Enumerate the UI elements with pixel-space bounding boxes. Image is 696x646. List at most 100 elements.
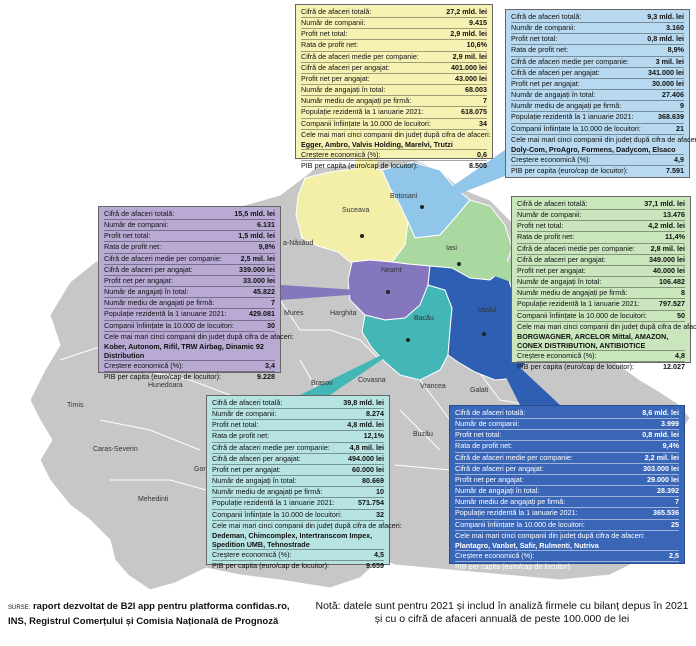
label: Număr mediu de angajați pe firmă:	[301, 96, 412, 106]
label-suceava: Suceava	[342, 207, 369, 214]
label: PIB per capita (euro/cap de locuitor):	[104, 372, 222, 382]
label: Cele mai mari cinci companii din județ d…	[511, 134, 696, 144]
value: 21	[676, 123, 684, 133]
value: 60.000 lei	[352, 464, 384, 474]
footnote: Notă: datele sunt pentru 2021 și includ …	[315, 600, 689, 625]
value: 8.274	[366, 409, 384, 419]
row-per-angajat: Cifră de afaceri per angajat: 341.000 lei	[511, 68, 684, 79]
row-angajati: Număr de angajați în total: 27.406	[511, 90, 684, 102]
row-cifra: Cifră de afaceri totală: 27,2 mld. lei	[301, 7, 487, 19]
value: 9,8%	[258, 242, 275, 252]
label: Cifră de afaceri per angajat:	[212, 453, 301, 463]
top5-companies: Kober, Autonom, Rifil, TRW Airbag, Dinam…	[104, 342, 275, 361]
value: 13.476	[663, 210, 685, 220]
row-companii-infiintate: Companii înființate la 10.000 de locuito…	[301, 119, 487, 130]
row-angajati: Număr de angajați în total: 106.482	[517, 277, 685, 289]
label: Profit net per angajat:	[212, 464, 281, 474]
label-galati: Galati	[470, 387, 489, 394]
row-angajati-medii: Număr mediu de angajați pe firmă: 7	[301, 96, 487, 108]
row-rata: Rata de profit net: 10,6%	[301, 40, 487, 52]
label: Cifră de afaceri totală:	[455, 408, 526, 417]
info-box-botosani: Cifră de afaceri totală: 9,3 mld. lei Num…	[505, 9, 696, 178]
label-brasov: Brasov	[311, 380, 333, 387]
row-angajati: Număr de angajați în total: 45.822	[104, 287, 275, 299]
label: Cifră de afaceri totală:	[511, 12, 582, 21]
label: Număr de companii:	[517, 210, 582, 220]
row-rata: Rata de profit net: 9,4%	[455, 441, 679, 453]
value: 339.000 lei	[239, 264, 275, 274]
value: 9,3 mld. lei	[647, 12, 684, 21]
label: Număr de angajați în total:	[455, 486, 540, 496]
row-crestere: Creștere economică (%): 0,6	[301, 150, 487, 162]
label: Companii înființate la 10.000 de locuito…	[212, 509, 342, 519]
value: 40.000 lei	[653, 265, 685, 275]
label-neamt: Neamt	[381, 267, 402, 274]
label: Cifră de afaceri totală:	[301, 7, 372, 16]
label: Populație rezidentă la 1 ianuarie 2021:	[301, 107, 424, 117]
value: 7.591	[666, 166, 684, 176]
value: 4,5	[374, 549, 384, 559]
row-per-angajat: Cifră de afaceri per angajat: 494.000 lei	[212, 454, 384, 465]
value: 28.392	[657, 486, 679, 496]
row-profit-angajat: Profit net per angajat: 30.000 lei	[511, 79, 684, 91]
row-companii: Număr de companii: 9.415	[301, 18, 487, 30]
value: 32	[376, 509, 384, 519]
label-vaslui: Vaslui	[478, 307, 497, 314]
row-medie: Cifră de afaceri medie per companie: 3 mi…	[511, 57, 684, 68]
value: 6.131	[257, 220, 275, 230]
label: Profit net total:	[511, 34, 558, 44]
label: Număr de angajați în total:	[511, 90, 596, 100]
value: 9.659	[366, 561, 384, 571]
label: Rata de profit net:	[104, 242, 162, 252]
value: 39,8 mld. lei	[343, 398, 384, 407]
row-rata: Rata de profit net: 12,1%	[212, 431, 384, 443]
row-populatie: Populație rezidentă la 1 ianuarie 2021: 7…	[517, 299, 685, 311]
label-caras: Caras-Severin	[93, 446, 138, 453]
value: 33.000 lei	[243, 275, 275, 285]
row-top5: Cele mai mari cinci companii din județ d…	[517, 322, 696, 332]
row-profit-angajat: Profit net per angajat: 29.000 lei	[455, 475, 679, 487]
row-angajati-medii: Număr mediu de angajați pe firmă: 7	[104, 298, 275, 310]
label: Cele mai mari cinci companii din județ d…	[104, 331, 294, 341]
label: Cifră de afaceri medie per companie:	[104, 253, 222, 263]
info-box-iasi: Cifră de afaceri totală: 37,1 mld. lei Nu…	[511, 196, 696, 371]
label-bacau: Bacău	[414, 315, 434, 322]
row-profit: Profit net total: 1,5 mld. lei	[104, 231, 275, 243]
value: 2,2 mil. lei	[644, 452, 679, 462]
value: 3.160	[666, 23, 684, 33]
value: 571.754	[358, 498, 384, 508]
label: Cifră de afaceri per angajat:	[517, 254, 606, 264]
label: Rata de profit net:	[301, 40, 359, 50]
row-angajati-medii: Număr mediu de angajați pe firmă: 8	[517, 288, 685, 300]
value: 341.000 lei	[648, 67, 684, 77]
value: 27,2 mld. lei	[446, 7, 487, 16]
label: Număr de companii:	[511, 23, 576, 33]
label: PIB per capita (euro/cap de locuitor):	[511, 166, 629, 176]
value: 365.536	[653, 508, 679, 518]
value: 9.228	[257, 372, 275, 382]
label: Populație rezidentă la 1 ianuarie 2021:	[517, 299, 640, 309]
label: PIB per capita (euro/cap de locuitor):	[455, 562, 573, 572]
value: 8.505	[469, 161, 487, 171]
row-top5: Cele mai mari cinci companii din județ d…	[511, 135, 696, 145]
row-pib: PIB per capita (euro/cap de locuitor): 8.…	[301, 161, 487, 171]
label: Cifră de afaceri totală:	[104, 209, 175, 218]
top5-companies: Doly-Com, ProAgro, Formens, Dadycom, Els…	[511, 145, 684, 155]
row-profit-angajat: Profit net per angajat: 43.000 lei	[301, 74, 487, 86]
row-crestere: Creștere economică (%): 4,8	[517, 351, 685, 363]
value: 8,6 mld. lei	[642, 408, 679, 417]
label: Cifră de afaceri medie per companie:	[517, 243, 635, 253]
row-populatie: Populație rezidentă la 1 ianuarie 2021: 3…	[455, 508, 679, 520]
value: 0,8 mld. lei	[642, 430, 679, 440]
callout-lines	[281, 150, 560, 405]
value: 106.482	[659, 277, 685, 287]
row-cifra: Cifră de afaceri totală: 37,1 mld. lei	[517, 199, 685, 211]
label: Număr mediu de angajați pe firmă:	[104, 298, 215, 308]
label: Număr de companii:	[104, 220, 169, 230]
label: Creștere economică (%):	[511, 154, 591, 164]
row-angajati: Număr de angajați în total: 68.003	[301, 85, 487, 97]
value: 797.527	[659, 299, 685, 309]
row-crestere: Creștere economică (%): 3,4	[104, 361, 275, 373]
label: Profit net total:	[517, 221, 564, 231]
value: 9.415	[469, 18, 487, 28]
